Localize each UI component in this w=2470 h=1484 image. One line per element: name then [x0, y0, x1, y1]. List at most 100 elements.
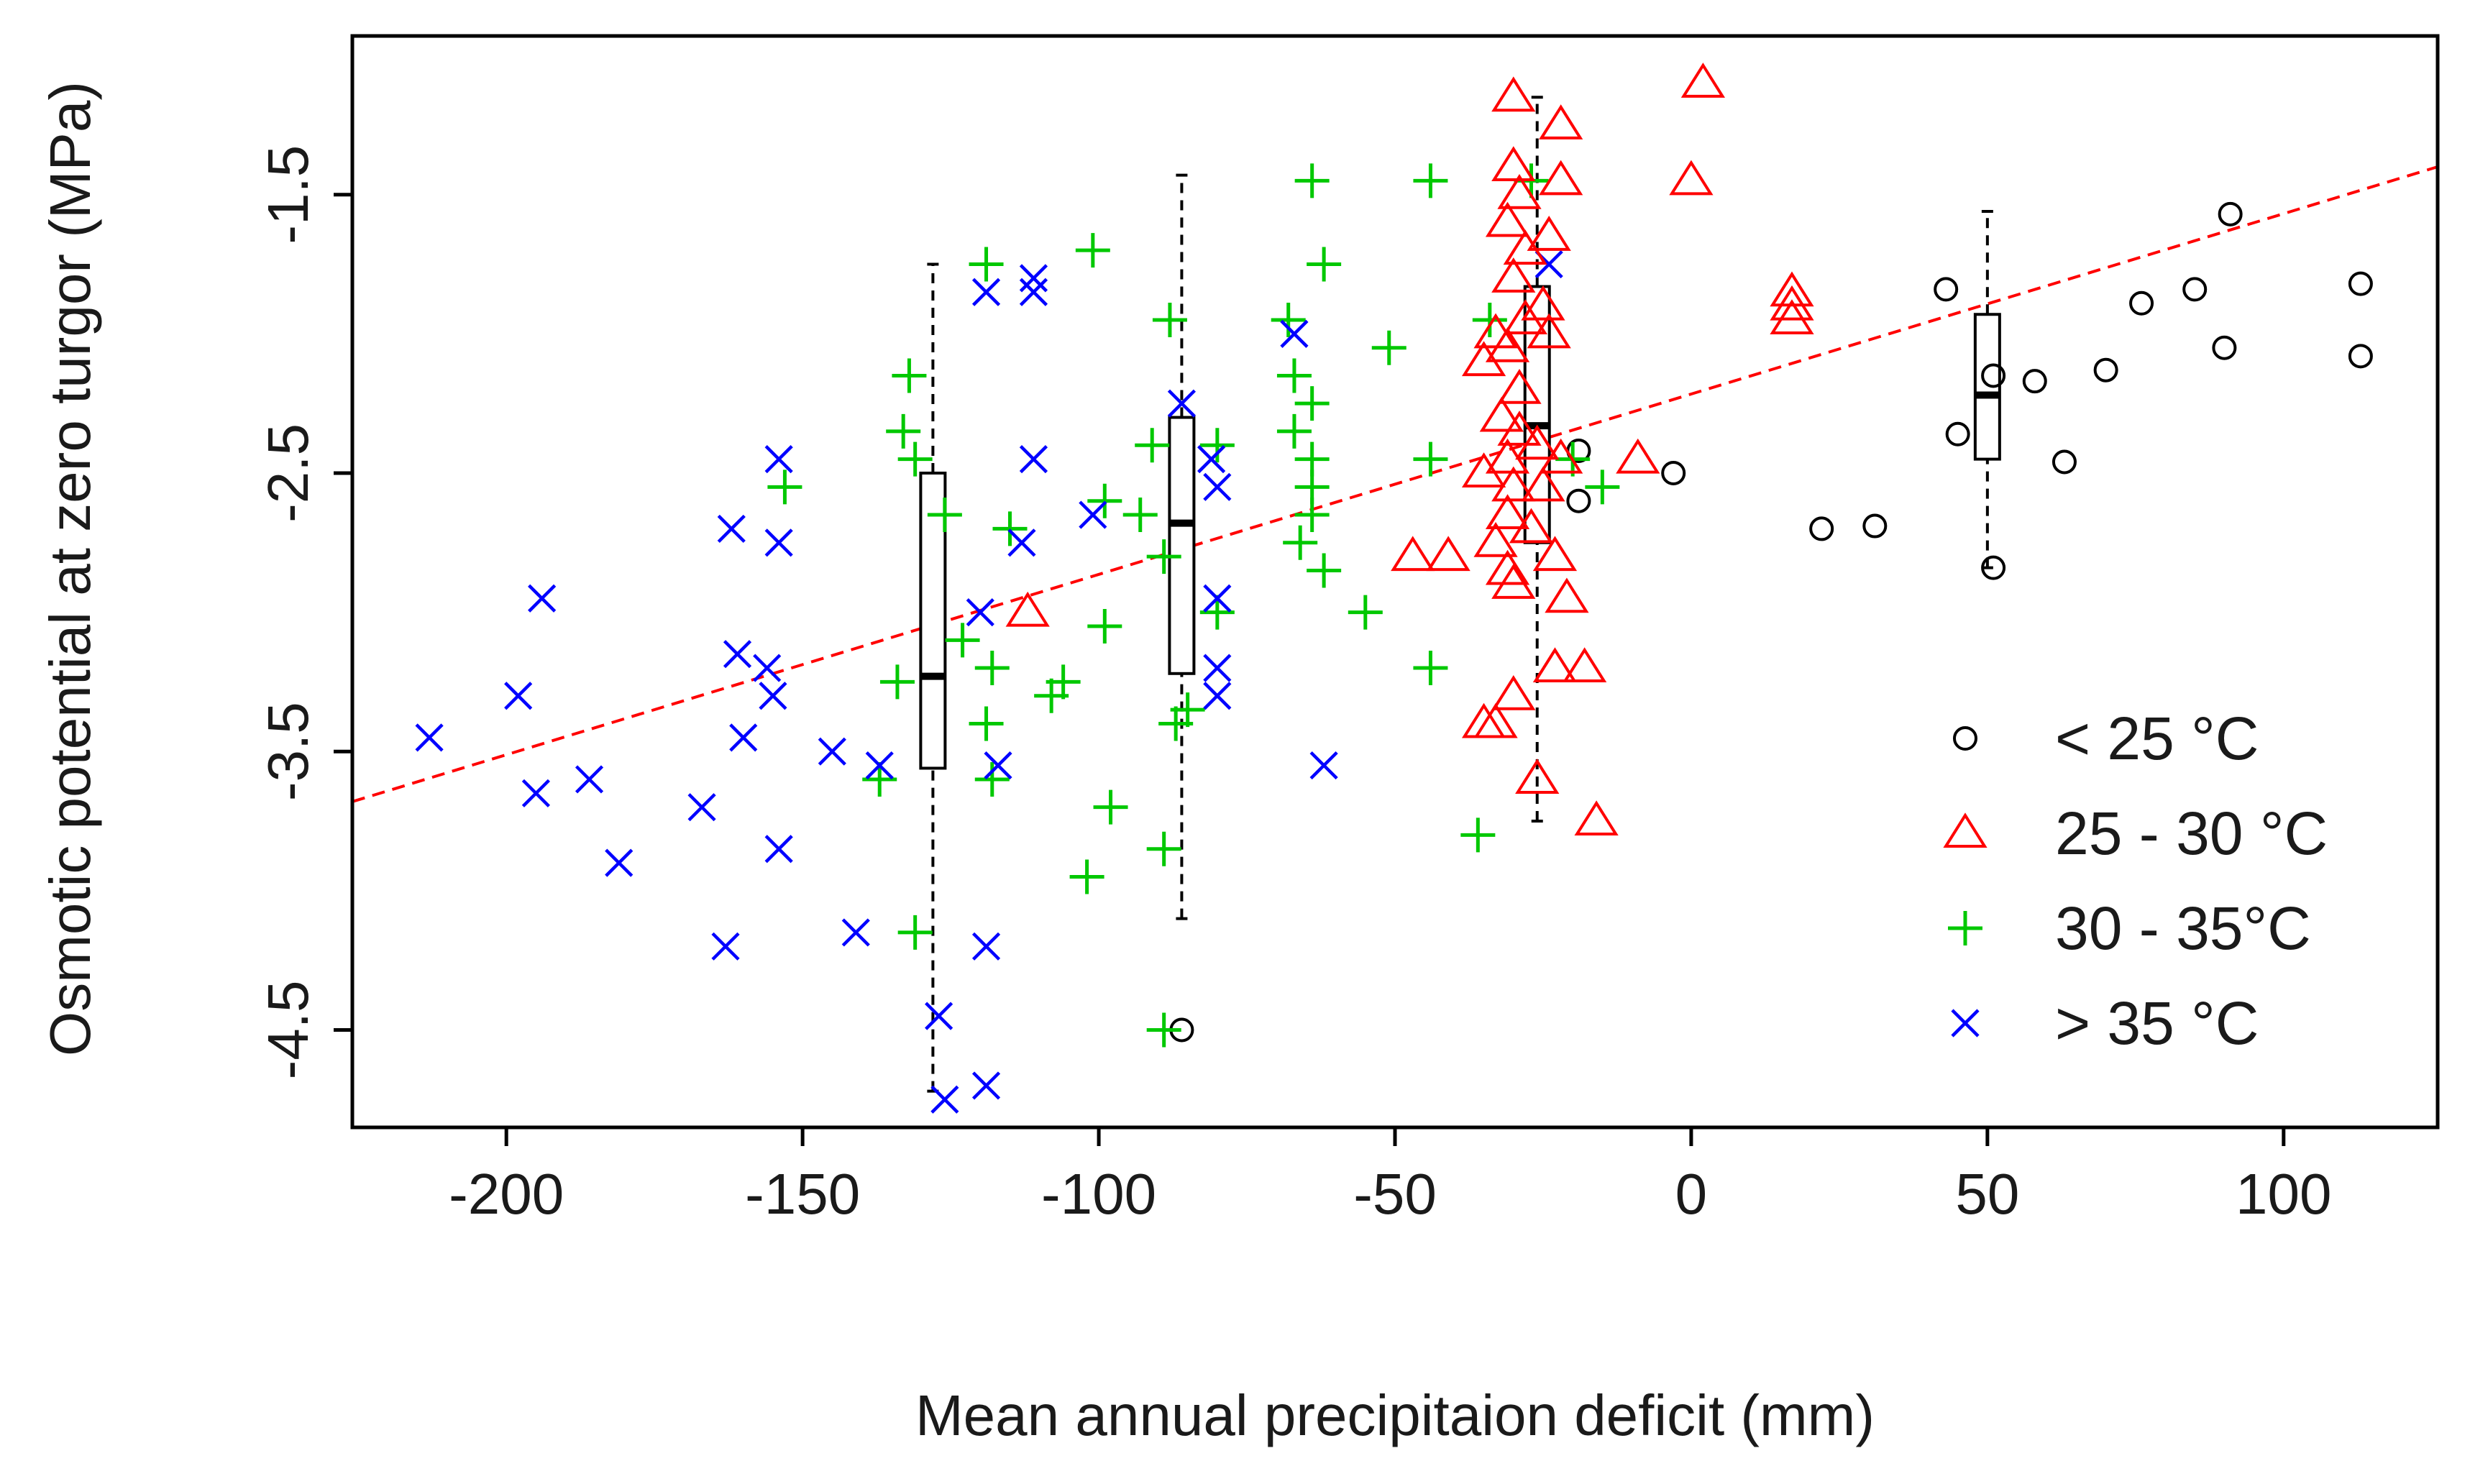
point-lt25-5 [1862, 513, 1888, 539]
point-t25_30-24 [1509, 508, 1554, 544]
point-lt25-12 [2093, 357, 2118, 383]
point-t25_30-34 [1491, 675, 1536, 710]
point-t30_35-15 [1075, 233, 1110, 268]
point-gt35-21 [966, 598, 994, 627]
point-gt35-32 [1197, 445, 1226, 474]
point-gt35-12 [759, 682, 787, 710]
x-axis: -200 -150 -100 -50 0 50 100 [449, 1127, 2332, 1226]
point-t25_30-5 [1485, 201, 1530, 237]
point-t25_30-22 [1521, 466, 1565, 502]
point-gt35-37 [1280, 319, 1309, 348]
point-t25_30-25 [1473, 522, 1518, 557]
point-gt35-0 [415, 723, 444, 752]
point-t30_35-40 [1307, 247, 1342, 282]
point-t25_30-9 [1503, 299, 1547, 334]
point-t30_35-27 [969, 247, 1004, 282]
point-lt25-7 [1945, 421, 1970, 446]
point-t25_30-0 [1491, 76, 1536, 112]
point-t30_35-21 [1135, 428, 1170, 463]
point-lt25-11 [2052, 449, 2077, 475]
point-gt35-14 [764, 445, 793, 474]
point-t30_35-30 [1271, 302, 1306, 337]
boxplot-box [919, 471, 947, 770]
point-lt25-10 [2022, 369, 2047, 394]
point-t30_35-33 [1294, 386, 1330, 421]
legend-label: 30 - 35°C [2055, 894, 2311, 962]
x-tick-label: 0 [1675, 1162, 1708, 1226]
boxplot-box [1523, 285, 1551, 544]
point-t25_30-41 [1669, 160, 1714, 196]
boxplot-box [1168, 416, 1196, 675]
point-t25_30-19 [1485, 438, 1530, 474]
legend-item-t25_30: 25 - 30 °C [1943, 800, 2328, 867]
point-gt35-5 [605, 848, 633, 877]
point-t25_30-37 [1515, 759, 1560, 794]
legend-marker-t25_30 [1943, 812, 1988, 848]
point-t30_35-24 [1152, 302, 1187, 337]
legend-item-lt25: < 25 °C [1953, 705, 2259, 772]
point-t30_35-41 [1348, 595, 1383, 630]
point-t30_35-37 [1283, 525, 1318, 560]
point-lt25-15 [2212, 335, 2237, 360]
legend-item-gt35: > 35 °C [1951, 989, 2259, 1057]
point-t30_35-38 [1307, 553, 1342, 588]
boxplot-0 [919, 262, 947, 1093]
point-t30_35-10 [974, 651, 1010, 686]
point-gt35-9 [723, 640, 752, 669]
point-t25_30-29 [1545, 577, 1589, 613]
point-gt35-38 [1309, 751, 1338, 780]
point-gt35-36 [1203, 682, 1232, 710]
point-gt35-15 [764, 528, 793, 557]
point-t25_30-15 [1497, 369, 1542, 404]
point-gt35-31 [1167, 389, 1197, 418]
point-gt35-20 [930, 1085, 959, 1114]
point-gt35-6 [687, 793, 716, 822]
point-gt35-22 [971, 932, 1001, 961]
point-gt35-1 [504, 682, 533, 710]
point-t30_35-17 [1087, 608, 1122, 643]
point-gt35-35 [1203, 654, 1232, 682]
trend-layer [352, 165, 2438, 803]
point-gt35-17 [841, 918, 870, 947]
point-t30_35-36 [1294, 498, 1330, 533]
legend-marker-gt35 [1951, 1009, 1980, 1038]
point-t25_30-13 [1485, 326, 1530, 362]
point-t30_35-46 [1460, 817, 1496, 853]
points-layer [415, 63, 2373, 1114]
point-t30_35-1 [886, 413, 921, 449]
point-t25_30-8 [1491, 257, 1536, 293]
point-t25_30-44 [1770, 285, 1814, 321]
point-t30_35-20 [1122, 498, 1158, 533]
legend-marker-t30_35 [1948, 911, 1982, 945]
point-gt35-7 [711, 932, 740, 961]
legend-label: 25 - 30 °C [2055, 800, 2328, 867]
point-t30_35-6 [862, 761, 897, 797]
point-t30_35-39 [1294, 163, 1330, 198]
point-gt35-34 [1203, 584, 1232, 613]
point-t25_30-42 [1680, 63, 1726, 98]
point-t25_30-46 [1005, 591, 1050, 627]
point-t30_35-4 [927, 498, 962, 533]
point-t30_35-50 [1585, 470, 1620, 505]
x-tick-label: 50 [1955, 1162, 2019, 1226]
y-axis: -4.5 -3.5 -2.5 -1.5 [256, 145, 352, 1080]
series-t30_35 [767, 163, 1620, 1048]
point-t25_30-2 [1491, 146, 1536, 182]
point-gt35-4 [575, 765, 604, 794]
point-t30_35-51 [1170, 692, 1205, 728]
point-t30_35-8 [945, 623, 980, 658]
point-t30_35-29 [1199, 595, 1235, 630]
trend-line [352, 165, 2438, 803]
point-t25_30-20 [1461, 452, 1506, 487]
point-t30_35-28 [1199, 428, 1235, 463]
point-lt25-8 [1981, 363, 2006, 388]
point-t30_35-2 [897, 441, 933, 477]
point-t30_35-7 [897, 915, 933, 950]
point-t25_30-28 [1491, 564, 1536, 599]
legend-item-t30_35: 30 - 35°C [1948, 894, 2311, 962]
point-t25_30-11 [1521, 285, 1565, 321]
point-t25_30-38 [1574, 800, 1619, 836]
y-tick-label: -4.5 [256, 981, 320, 1080]
